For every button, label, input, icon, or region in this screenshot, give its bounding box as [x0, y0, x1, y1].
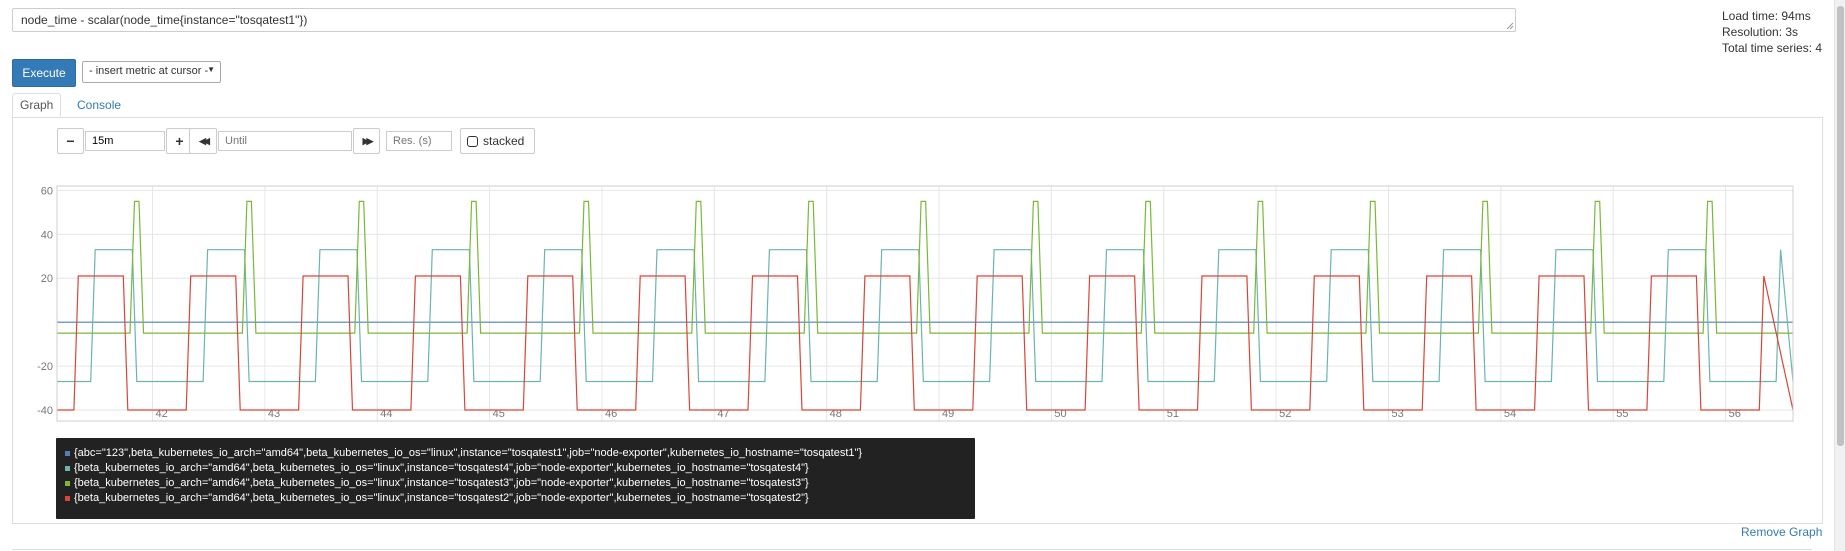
series-line-1 [57, 249, 1794, 383]
legend-label: {abc="123",beta_kubernetes_io_arch="amd6… [74, 447, 863, 459]
load-time: Load time: 94ms [1722, 9, 1811, 23]
y-tick-label: 20 [41, 273, 53, 285]
time-series-chart[interactable]: 60 40 20 -20 -40 42 43 44 45 46 47 48 49 50 51 52 53 54 55… [13, 163, 1822, 428]
y-tick-label: 60 [41, 185, 53, 197]
decrease-range-button[interactable]: − [57, 128, 84, 154]
divider [12, 549, 1812, 550]
checkbox-icon [467, 135, 478, 147]
x-tick-label: 42 [156, 408, 168, 420]
page-scrollbar[interactable] [1834, 0, 1845, 551]
x-tick-label: 49 [942, 408, 954, 420]
legend-swatch [65, 496, 70, 501]
legend-swatch [65, 481, 70, 486]
resize-grip-icon[interactable] [1506, 22, 1514, 30]
until-input[interactable] [218, 131, 352, 151]
stacked-label: stacked [483, 134, 525, 148]
forward-in-time-button[interactable]: ▶▶ [353, 128, 380, 154]
query-stats: Load time: 94ms Resolution: 3s Total tim… [1722, 8, 1822, 56]
rewind-icon: ◀◀ [199, 135, 210, 146]
legend-item[interactable]: {beta_kubernetes_io_arch="amd64",beta_ku… [65, 491, 975, 506]
expression-text: node_time - scalar(node_time{instance="t… [21, 13, 308, 27]
range-input[interactable] [85, 131, 165, 151]
total-time-series: Total time series: 4 [1722, 41, 1823, 55]
y-tick-label: 40 [41, 229, 53, 241]
tab-graph[interactable]: Graph [12, 93, 61, 117]
legend-label: {beta_kubernetes_io_arch="amd64",beta_ku… [74, 477, 809, 489]
insert-metric-select[interactable]: - insert metric at cursor - ▼ [82, 61, 221, 83]
x-tick-label: 56 [1729, 408, 1741, 420]
x-tick-label: 54 [1504, 408, 1516, 420]
caret-down-icon: ▼ [207, 65, 215, 74]
x-tick-label: 45 [493, 408, 505, 420]
plot-area-border [56, 185, 1794, 422]
x-tick-label: 43 [268, 408, 280, 420]
x-tick-label: 55 [1616, 408, 1628, 420]
series-line-2 [57, 200, 1793, 334]
x-tick-label: 48 [830, 408, 842, 420]
fast-forward-icon: ▶▶ [362, 135, 374, 146]
legend-swatch [65, 466, 70, 471]
remove-graph-link[interactable]: Remove Graph [1741, 525, 1823, 539]
legend-item[interactable]: {abc="123",beta_kubernetes_io_arch="amd6… [65, 446, 975, 461]
resolution: Resolution: 3s [1722, 25, 1799, 39]
expression-input[interactable]: node_time - scalar(node_time{instance="t… [12, 8, 1516, 32]
x-tick-label: 47 [717, 408, 729, 420]
graph-legend: {abc="123",beta_kubernetes_io_arch="amd6… [56, 438, 975, 519]
resolution-input[interactable] [386, 131, 452, 151]
legend-item[interactable]: {beta_kubernetes_io_arch="amd64",beta_ku… [65, 461, 975, 476]
execute-button[interactable]: Execute [12, 59, 76, 87]
y-tick-label: -20 [37, 361, 53, 373]
back-in-time-button[interactable]: ◀◀ [189, 128, 217, 154]
legend-label: {beta_kubernetes_io_arch="amd64",beta_ku… [74, 492, 809, 504]
metric-select-value: - insert metric at cursor - [89, 65, 209, 77]
x-tick-label: 44 [380, 408, 392, 420]
series-line-3 [57, 275, 1794, 411]
legend-label: {beta_kubernetes_io_arch="amd64",beta_ku… [74, 462, 809, 474]
x-tick-label: 53 [1391, 408, 1403, 420]
scrollbar-thumb[interactable] [1837, 6, 1844, 446]
tab-console[interactable]: Console [77, 98, 122, 112]
legend-item[interactable]: {beta_kubernetes_io_arch="amd64",beta_ku… [65, 476, 975, 491]
stacked-toggle[interactable]: stacked [460, 128, 535, 154]
x-tick-label: 50 [1054, 408, 1066, 420]
legend-swatch [65, 451, 70, 456]
x-tick-label: 46 [605, 408, 617, 420]
x-tick-label: 52 [1279, 408, 1291, 420]
y-tick-label: -40 [37, 405, 53, 417]
x-tick-label: 51 [1167, 408, 1179, 420]
